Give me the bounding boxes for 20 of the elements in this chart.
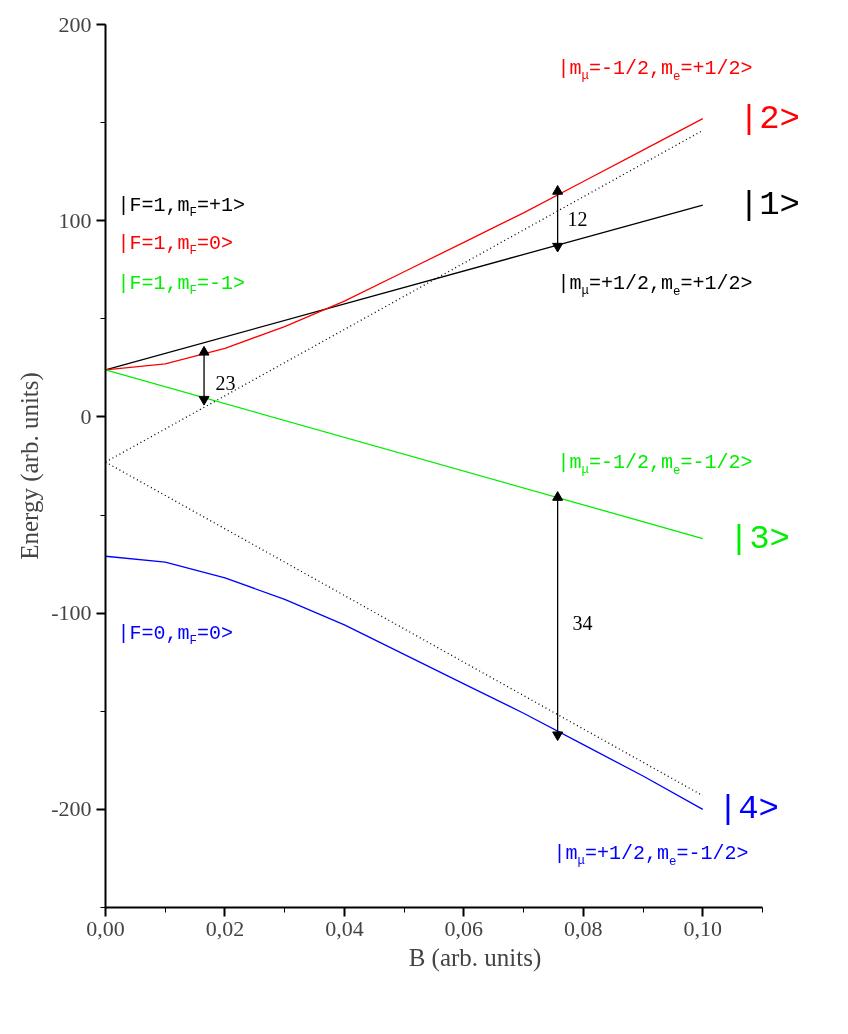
x-tick-label: 0,10 (683, 915, 723, 941)
y-tick-label: -100 (51, 600, 92, 626)
x-tick-label: 0,08 (564, 915, 603, 941)
y-tick-label: -200 (51, 796, 92, 822)
y-tick-label: 0 (80, 403, 92, 429)
y-tick-label: 100 (58, 207, 92, 233)
x-tick-label: 0,04 (325, 915, 364, 941)
y-tick-label: 200 (58, 11, 92, 37)
x-axis-title: B (arb. units) (408, 943, 542, 972)
x-tick-label: 0,00 (86, 915, 125, 941)
series-label: |4> (717, 790, 779, 829)
annotation: 23 (215, 371, 236, 394)
series-label: |3> (728, 519, 790, 558)
x-tick-label: 0,06 (444, 915, 484, 941)
series-label: |2> (738, 99, 800, 138)
annotation: 34 (572, 611, 593, 634)
series-label: |1> (738, 186, 800, 225)
annotation: 12 (567, 207, 588, 230)
x-tick-label: 0,02 (205, 915, 245, 941)
y-axis-title: Energy (arb. units) (16, 372, 45, 560)
